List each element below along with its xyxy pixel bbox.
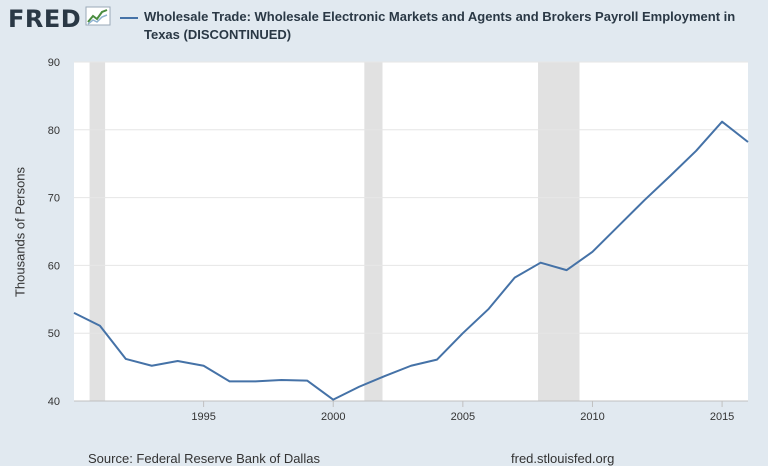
x-tick-label-2010: 2010	[580, 411, 604, 423]
y-tick-label-80: 80	[48, 125, 60, 137]
x-tick-label-2005: 2005	[451, 411, 475, 423]
chart-title: Wholesale Trade: Wholesale Electronic Ma…	[144, 9, 736, 42]
line-chart-icon	[85, 6, 111, 31]
plot-area	[74, 62, 748, 401]
fred-url-link[interactable]: fred.stlouisfed.org	[511, 451, 615, 466]
fred-logo[interactable]: FRED	[8, 6, 111, 31]
legend-swatch	[120, 17, 138, 19]
recession-band-1	[89, 62, 106, 401]
y-tick-label-40: 40	[48, 396, 60, 408]
y-tick-label-50: 50	[48, 328, 60, 340]
y-tick-label-90: 90	[48, 57, 60, 69]
x-tick-label-2015: 2015	[710, 411, 734, 423]
x-tick-label-1995: 1995	[191, 411, 215, 423]
y-tick-label-60: 60	[48, 260, 60, 272]
y-tick-label-70: 70	[48, 193, 60, 205]
recession-band-2	[364, 62, 383, 401]
source-note: Source: Federal Reserve Bank of Dallas	[88, 451, 320, 466]
x-tick-label-2000: 2000	[321, 411, 345, 423]
fred-logo-text: FRED	[8, 4, 82, 33]
recession-band-3	[538, 62, 580, 401]
chart-legend: Wholesale Trade: Wholesale Electronic Ma…	[120, 8, 760, 44]
